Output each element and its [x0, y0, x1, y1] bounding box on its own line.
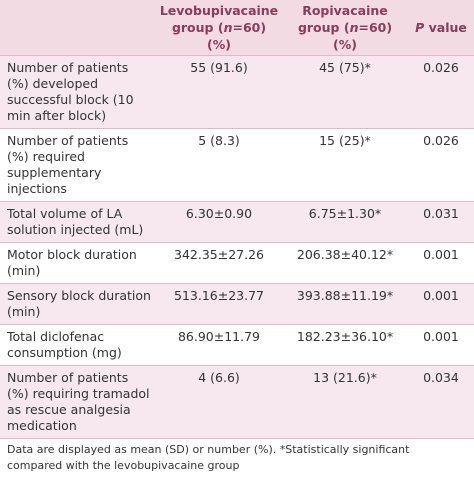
table-row: Motor block duration (min) 342.35±27.26 … [0, 242, 474, 284]
row-label: Number of patients (%) developed success… [0, 55, 156, 129]
cell-p: 0.026 [408, 55, 474, 129]
header-levobupivacaine: Levobupivacaine group (n=60) (%) [156, 0, 282, 56]
cell-p: 0.001 [408, 324, 474, 366]
header-ropi-line2-pre: group ( [297, 20, 350, 35]
header-levo-line2-post: =60) (%) [207, 20, 267, 52]
cell-ropi: 393.88±11.19* [282, 283, 408, 325]
cell-ropi: 6.75±1.30* [282, 201, 408, 243]
header-p-value: P value [408, 0, 474, 56]
table-row: Total diclofenac consumption (mg) 86.90±… [0, 324, 474, 366]
cell-p: 0.001 [408, 242, 474, 284]
cell-levo: 342.35±27.26 [156, 242, 282, 284]
header-p-rest: value [424, 20, 467, 35]
cell-p: 0.031 [408, 201, 474, 243]
header-levo-line1: Levobupivacaine [159, 3, 279, 18]
row-label: Total diclofenac consumption (mg) [0, 324, 156, 366]
cell-levo: 55 (91.6) [156, 55, 282, 129]
cell-levo: 6.30±0.90 [156, 201, 282, 243]
table-row: Number of patients (%) requiring tramado… [0, 365, 474, 438]
row-label: Motor block duration (min) [0, 242, 156, 284]
row-label: Sensory block duration (min) [0, 283, 156, 325]
cell-ropi: 182.23±36.10* [282, 324, 408, 366]
table-row: Total volume of LA solution injected (mL… [0, 201, 474, 243]
row-label: Number of patients (%) required suppleme… [0, 128, 156, 202]
table-row: Number of patients (%) required suppleme… [0, 128, 474, 202]
cell-ropi: 13 (21.6)* [282, 365, 408, 438]
table-row: Number of patients (%) developed success… [0, 55, 474, 129]
cell-ropi: 206.38±40.12* [282, 242, 408, 284]
cell-p: 0.026 [408, 128, 474, 202]
header-levo-n: n [223, 20, 233, 35]
header-ropi-n: n [349, 20, 359, 35]
cell-ropi: 45 (75)* [282, 55, 408, 129]
cell-p: 0.034 [408, 365, 474, 438]
header-p-italic: P [415, 20, 425, 35]
cell-levo: 86.90±11.79 [156, 324, 282, 366]
header-ropi-line2-post: =60) (%) [333, 20, 393, 52]
table-row: Sensory block duration (min) 513.16±23.7… [0, 283, 474, 325]
header-ropi-line1: Ropivacaine [302, 3, 388, 18]
cell-p: 0.001 [408, 283, 474, 325]
cell-levo: 513.16±23.77 [156, 283, 282, 325]
row-label: Number of patients (%) requiring tramado… [0, 365, 156, 438]
header-ropivacaine: Ropivacaine group (n=60) (%) [282, 0, 408, 56]
table-header-row: Levobupivacaine group (n=60) (%) Ropivac… [0, 0, 474, 56]
cell-levo: 5 (8.3) [156, 128, 282, 202]
header-parameter [0, 0, 156, 56]
cell-ropi: 15 (25)* [282, 128, 408, 202]
header-levo-line2-pre: group ( [171, 20, 224, 35]
results-table: Levobupivacaine group (n=60) (%) Ropivac… [0, 0, 474, 438]
cell-levo: 4 (6.6) [156, 365, 282, 438]
table-footnote: Data are displayed as mean (SD) or numbe… [0, 438, 474, 474]
row-label: Total volume of LA solution injected (mL… [0, 201, 156, 243]
